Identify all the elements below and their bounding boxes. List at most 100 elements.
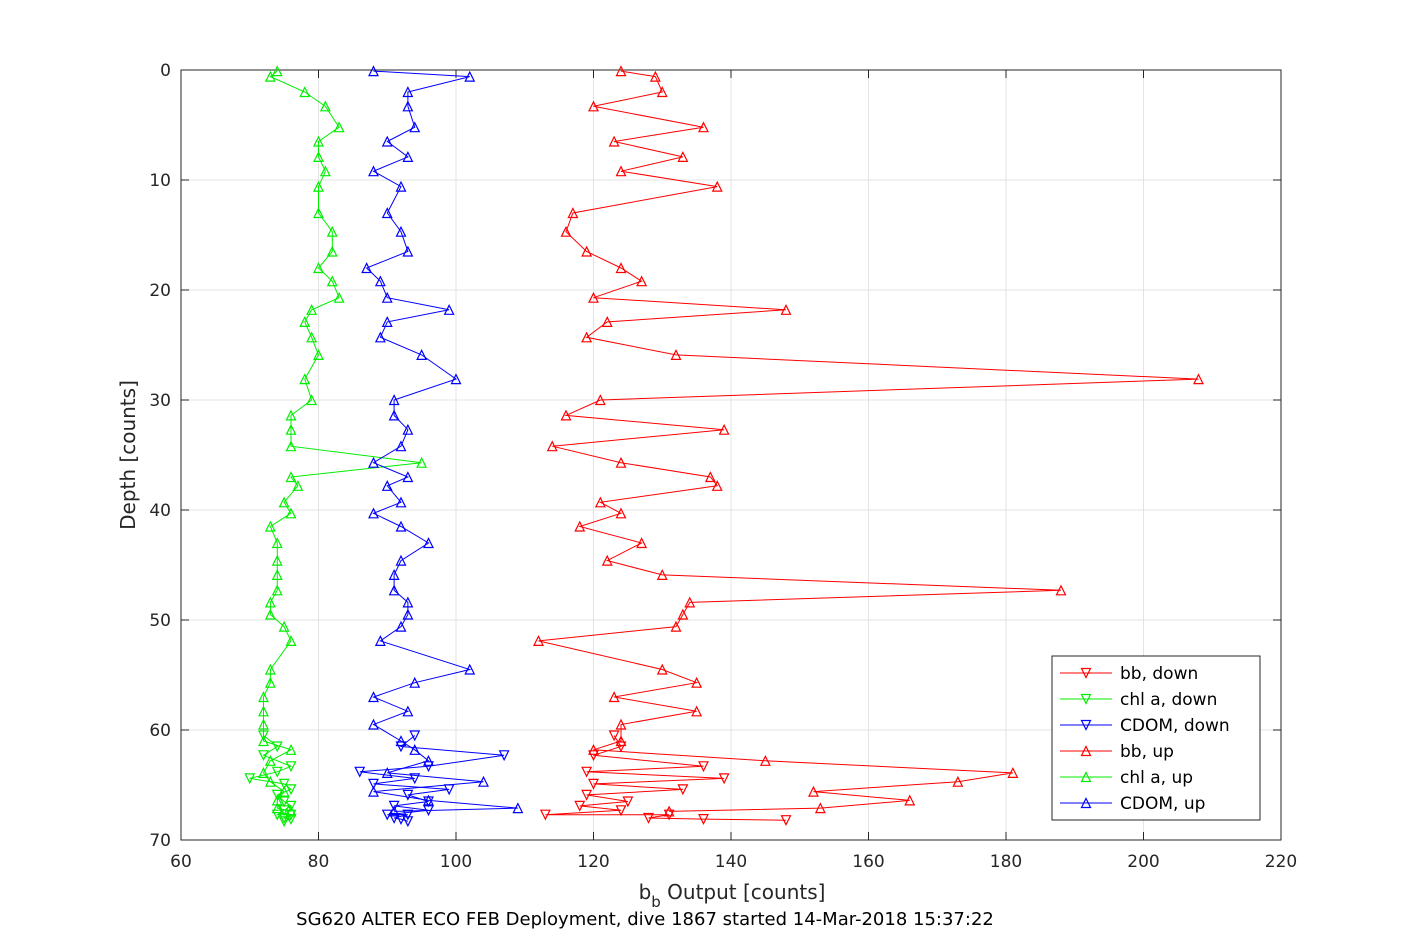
data-point bbox=[395, 813, 407, 825]
y-axis-label: Depth [counts] bbox=[116, 380, 140, 530]
data-point bbox=[271, 766, 283, 778]
x-tick-label: 80 bbox=[308, 852, 330, 872]
data-point bbox=[285, 784, 297, 796]
data-point bbox=[423, 794, 434, 806]
data-point bbox=[409, 730, 421, 742]
data-point bbox=[368, 65, 379, 77]
y-tick-label: 30 bbox=[149, 391, 171, 411]
data-point bbox=[299, 86, 311, 98]
data-point bbox=[704, 471, 716, 483]
data-point bbox=[306, 394, 318, 406]
data-point bbox=[601, 316, 613, 327]
data-point bbox=[285, 423, 297, 435]
series-cdom-down bbox=[354, 730, 510, 828]
data-point bbox=[643, 812, 654, 824]
legend-box bbox=[1051, 655, 1261, 821]
data-point bbox=[780, 303, 792, 315]
data-point bbox=[395, 735, 407, 747]
data-point bbox=[478, 775, 489, 787]
data-point bbox=[313, 151, 324, 162]
data-point bbox=[698, 813, 709, 825]
data-point bbox=[354, 766, 366, 778]
data-point bbox=[258, 750, 269, 762]
x-tick-label: 140 bbox=[715, 852, 747, 872]
data-point bbox=[1055, 584, 1067, 596]
data-point bbox=[615, 507, 627, 519]
data-point bbox=[381, 767, 393, 779]
data-point bbox=[264, 608, 276, 620]
series-cdom-up bbox=[361, 65, 524, 817]
data-point bbox=[594, 496, 606, 508]
data-point bbox=[326, 225, 338, 237]
data-point bbox=[464, 70, 476, 82]
data-point bbox=[368, 778, 379, 790]
y-tick-label: 60 bbox=[149, 721, 171, 741]
data-point bbox=[546, 440, 558, 452]
data-point bbox=[574, 520, 586, 532]
data-point bbox=[395, 554, 407, 566]
data-point bbox=[271, 537, 283, 549]
data-point bbox=[381, 207, 393, 219]
data-point bbox=[278, 496, 290, 508]
data-point bbox=[313, 135, 324, 147]
data-point bbox=[313, 180, 324, 192]
data-point bbox=[402, 423, 414, 435]
data-point bbox=[374, 331, 386, 343]
data-point bbox=[264, 70, 276, 82]
data-point bbox=[663, 805, 675, 817]
data-point bbox=[402, 816, 414, 828]
data-point bbox=[450, 373, 462, 385]
data-point bbox=[581, 331, 593, 343]
data-point bbox=[636, 537, 648, 549]
y-tick-label: 40 bbox=[149, 501, 171, 521]
data-point bbox=[409, 121, 421, 133]
data-point bbox=[615, 735, 627, 747]
data-point bbox=[608, 135, 620, 147]
data-point bbox=[395, 741, 407, 753]
x-tick-label: 220 bbox=[1265, 852, 1297, 872]
data-point bbox=[271, 809, 283, 821]
data-point bbox=[285, 409, 297, 421]
data-point bbox=[677, 151, 689, 162]
data-point bbox=[264, 676, 276, 688]
data-point bbox=[395, 440, 407, 452]
data-point bbox=[388, 409, 400, 421]
data-point bbox=[656, 663, 668, 675]
data-point bbox=[326, 245, 338, 257]
data-point bbox=[258, 735, 269, 747]
data-point bbox=[271, 554, 283, 566]
data-point bbox=[402, 608, 414, 620]
data-point bbox=[292, 479, 304, 491]
data-point bbox=[271, 65, 283, 77]
data-point bbox=[368, 691, 379, 703]
data-point bbox=[381, 479, 393, 491]
data-point bbox=[608, 691, 620, 703]
data-point bbox=[581, 789, 593, 801]
data-point bbox=[368, 785, 379, 797]
data-point bbox=[306, 331, 318, 343]
data-point bbox=[271, 802, 283, 814]
data-point bbox=[402, 789, 414, 801]
data-point bbox=[443, 303, 455, 315]
data-point bbox=[560, 409, 572, 421]
data-point bbox=[381, 809, 393, 821]
data-point bbox=[381, 135, 393, 147]
series-line bbox=[545, 735, 787, 821]
data-point bbox=[258, 705, 269, 717]
data-point bbox=[615, 165, 627, 177]
data-point bbox=[670, 349, 682, 360]
data-point bbox=[388, 394, 400, 406]
data-point bbox=[368, 718, 379, 730]
data-point bbox=[264, 663, 276, 675]
data-point bbox=[402, 86, 414, 98]
data-point bbox=[615, 741, 627, 753]
data-point bbox=[416, 456, 428, 468]
legend-marker bbox=[1080, 719, 1092, 731]
data-point bbox=[395, 520, 407, 532]
data-point bbox=[306, 303, 318, 315]
data-point bbox=[814, 802, 826, 814]
data-point bbox=[271, 569, 283, 581]
y-tick-label: 0 bbox=[160, 61, 171, 81]
data-point bbox=[416, 349, 428, 360]
data-point bbox=[381, 291, 393, 303]
